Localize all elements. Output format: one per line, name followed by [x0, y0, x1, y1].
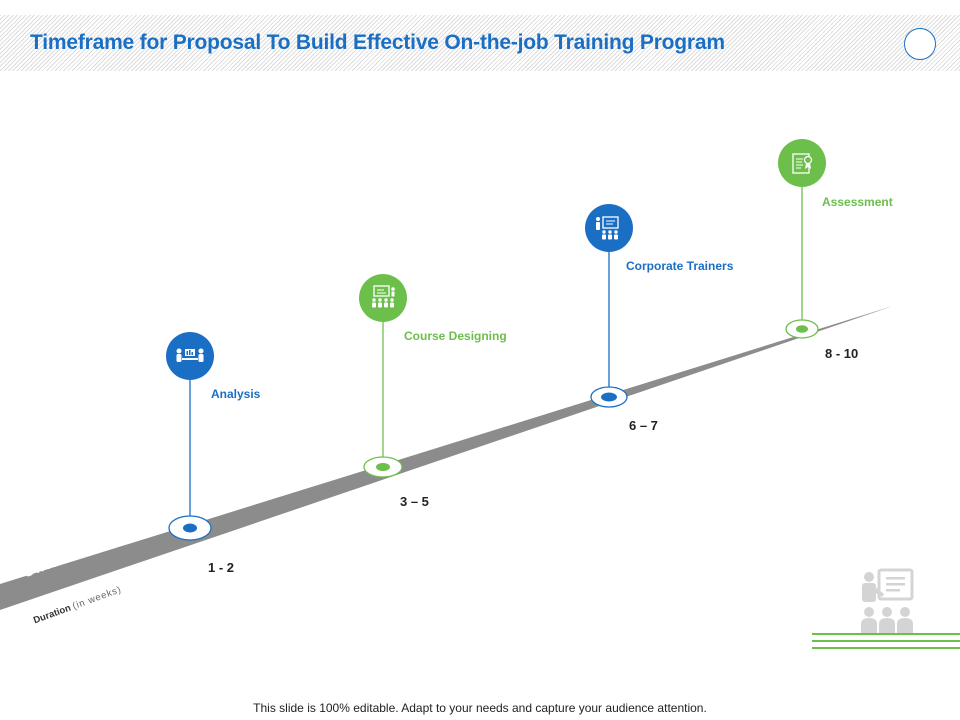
- meeting-icon: [166, 332, 214, 380]
- stage-marker-dot: [601, 392, 617, 402]
- training-decor-icon: [861, 568, 914, 634]
- decor-green-lines: [812, 633, 960, 649]
- duration-label-analysis: 1 - 2: [208, 560, 235, 575]
- stage-marker-dot: [183, 523, 197, 533]
- stage-course-designing: [359, 274, 407, 478]
- header-band: [0, 15, 960, 71]
- stage-marker-dot: [796, 325, 808, 333]
- footer-note: This slide is 100% editable. Adapt to yo…: [253, 701, 707, 715]
- header-circle-decoration: [904, 28, 936, 60]
- stage-corporate-trainers: [585, 204, 633, 408]
- duration-label-assessment: 8 - 10: [825, 346, 859, 361]
- stage-assessment: [778, 139, 826, 339]
- certificate-icon: [778, 139, 826, 187]
- stage-label-analysis: Analysis: [211, 387, 261, 401]
- stage-label-corporate-trainers: Corporate Trainers: [626, 259, 734, 273]
- stage-marker-dot: [376, 463, 390, 471]
- classroom-icon: [359, 274, 407, 322]
- duration-label-course-designing: 3 – 5: [400, 494, 429, 509]
- presenter-icon: [585, 204, 633, 252]
- page-title: Timeframe for Proposal To Build Effectiv…: [30, 31, 725, 54]
- duration-label-corporate-trainers: 6 – 7: [629, 418, 658, 433]
- stage-analysis: [166, 332, 214, 541]
- stage-label-course-designing: Course Designing: [404, 329, 507, 343]
- timeline-track: [0, 306, 893, 610]
- stage-label-assessment: Assessment: [822, 195, 893, 209]
